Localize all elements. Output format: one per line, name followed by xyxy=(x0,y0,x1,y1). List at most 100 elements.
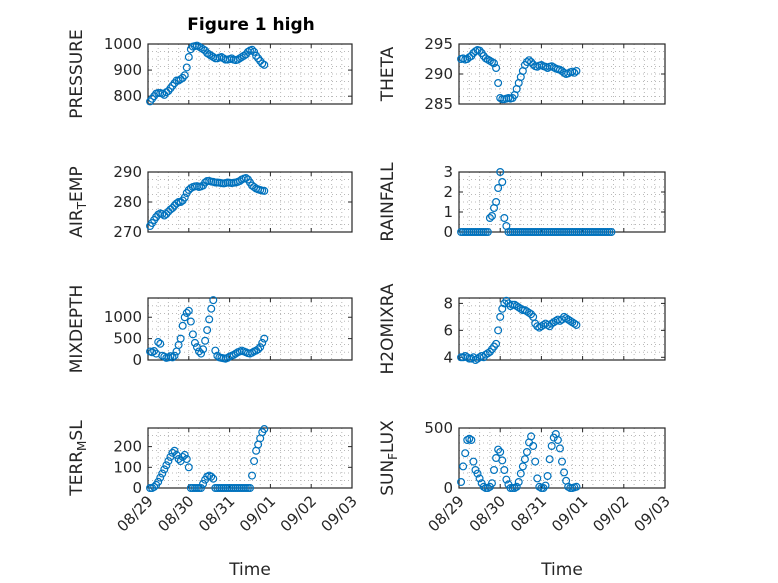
data-point xyxy=(527,57,536,66)
data-point xyxy=(229,350,238,359)
data-point xyxy=(572,482,581,491)
data-point xyxy=(162,461,171,470)
data-point xyxy=(246,484,255,493)
data-point xyxy=(158,469,167,478)
data-point xyxy=(219,54,228,63)
data-point xyxy=(516,469,525,478)
data-point xyxy=(201,336,210,345)
data-point xyxy=(186,317,195,326)
y-axis-label: H2OMIXRA xyxy=(378,283,398,374)
data-point xyxy=(248,348,257,357)
data-point xyxy=(512,482,521,491)
data-point xyxy=(182,308,191,317)
y-axis-label-part: AIR xyxy=(67,209,87,238)
y-axis-label-subscript: M xyxy=(75,441,89,451)
data-point xyxy=(522,307,531,316)
subplot-h2omixra: 4 6 8 H2OMIXRA xyxy=(378,283,666,375)
data-point xyxy=(197,484,206,493)
data-point xyxy=(154,338,163,347)
data-point xyxy=(199,345,208,354)
data-point xyxy=(180,313,189,322)
y-tick-label: 1000 xyxy=(104,35,142,53)
y-tick-label: 800 xyxy=(113,87,142,105)
data-point xyxy=(494,184,503,193)
x-axis-label: Time xyxy=(540,560,583,580)
data-point xyxy=(250,47,259,56)
data-point xyxy=(260,60,269,69)
data-point xyxy=(241,174,250,183)
y-tick-label: 1 xyxy=(443,203,453,221)
data-point xyxy=(233,55,242,64)
y-tick-label: 285 xyxy=(424,95,453,113)
data-point xyxy=(483,349,492,358)
data-point xyxy=(570,319,579,328)
data-point xyxy=(555,444,564,453)
data-point xyxy=(533,474,542,483)
y-axis-label-part: SL xyxy=(67,420,87,441)
data-point xyxy=(235,177,244,186)
data-point xyxy=(512,302,521,311)
x-tick-label: 09/02 xyxy=(277,492,320,535)
data-point xyxy=(243,47,252,56)
data-point xyxy=(547,319,556,328)
data-point xyxy=(170,446,179,455)
data-point xyxy=(148,348,157,357)
data-point xyxy=(211,346,220,355)
data-point xyxy=(547,442,556,451)
axes-box xyxy=(458,171,666,233)
data-point xyxy=(150,347,159,356)
y-tick-label: 1000 xyxy=(104,308,142,326)
y-tick-label: 280 xyxy=(113,193,142,211)
data-point xyxy=(525,308,534,317)
data-point xyxy=(500,466,509,475)
data-point xyxy=(475,474,484,483)
data-point xyxy=(518,462,527,471)
data-point xyxy=(190,338,199,347)
data-point xyxy=(195,347,204,356)
data-point xyxy=(481,350,490,359)
data-point xyxy=(207,472,216,481)
data-point xyxy=(557,457,566,466)
data-point xyxy=(498,456,507,465)
data-point xyxy=(570,68,579,77)
y-tick-label: 4 xyxy=(443,348,453,366)
data-point xyxy=(258,59,267,68)
x-tick-label: 08/29 xyxy=(114,492,157,535)
data-point xyxy=(492,339,501,348)
x-axis-label: Time xyxy=(228,560,271,580)
data-point xyxy=(180,71,189,80)
y-tick-label: 0 xyxy=(132,479,142,497)
data-point xyxy=(502,475,511,484)
y-axis-label: AIRTEMP xyxy=(67,166,89,237)
data-point xyxy=(471,356,480,365)
data-point xyxy=(510,300,519,309)
y-tick-label: 3 xyxy=(443,163,453,181)
y-tick-label: 0 xyxy=(132,351,142,369)
data-point xyxy=(531,457,540,466)
x-tick-label: 08/29 xyxy=(425,492,468,535)
y-tick-label: 270 xyxy=(113,223,142,241)
data-point xyxy=(543,472,552,481)
data-point xyxy=(223,353,232,362)
x-tick-label: 08/30 xyxy=(154,492,197,535)
data-point xyxy=(496,312,505,321)
x-tick-label: 09/02 xyxy=(589,492,632,535)
axes-box xyxy=(147,427,353,489)
data-point xyxy=(164,457,173,466)
x-tick-label: 08/31 xyxy=(507,492,550,535)
data-point xyxy=(525,56,534,65)
data-point xyxy=(539,484,548,493)
y-tick-label: 290 xyxy=(113,163,142,181)
y-axis-label: SUNFLUX xyxy=(378,420,400,496)
data-point xyxy=(156,473,165,482)
subplot-theta: 285 290 295 THETA xyxy=(378,35,666,113)
data-point xyxy=(184,53,193,62)
x-tick-label: 09/01 xyxy=(236,492,279,535)
data-point xyxy=(568,318,577,327)
data-point xyxy=(494,445,503,454)
data-point xyxy=(498,178,507,187)
data-point xyxy=(459,462,468,471)
data-point xyxy=(562,314,571,323)
data-point xyxy=(160,352,169,361)
